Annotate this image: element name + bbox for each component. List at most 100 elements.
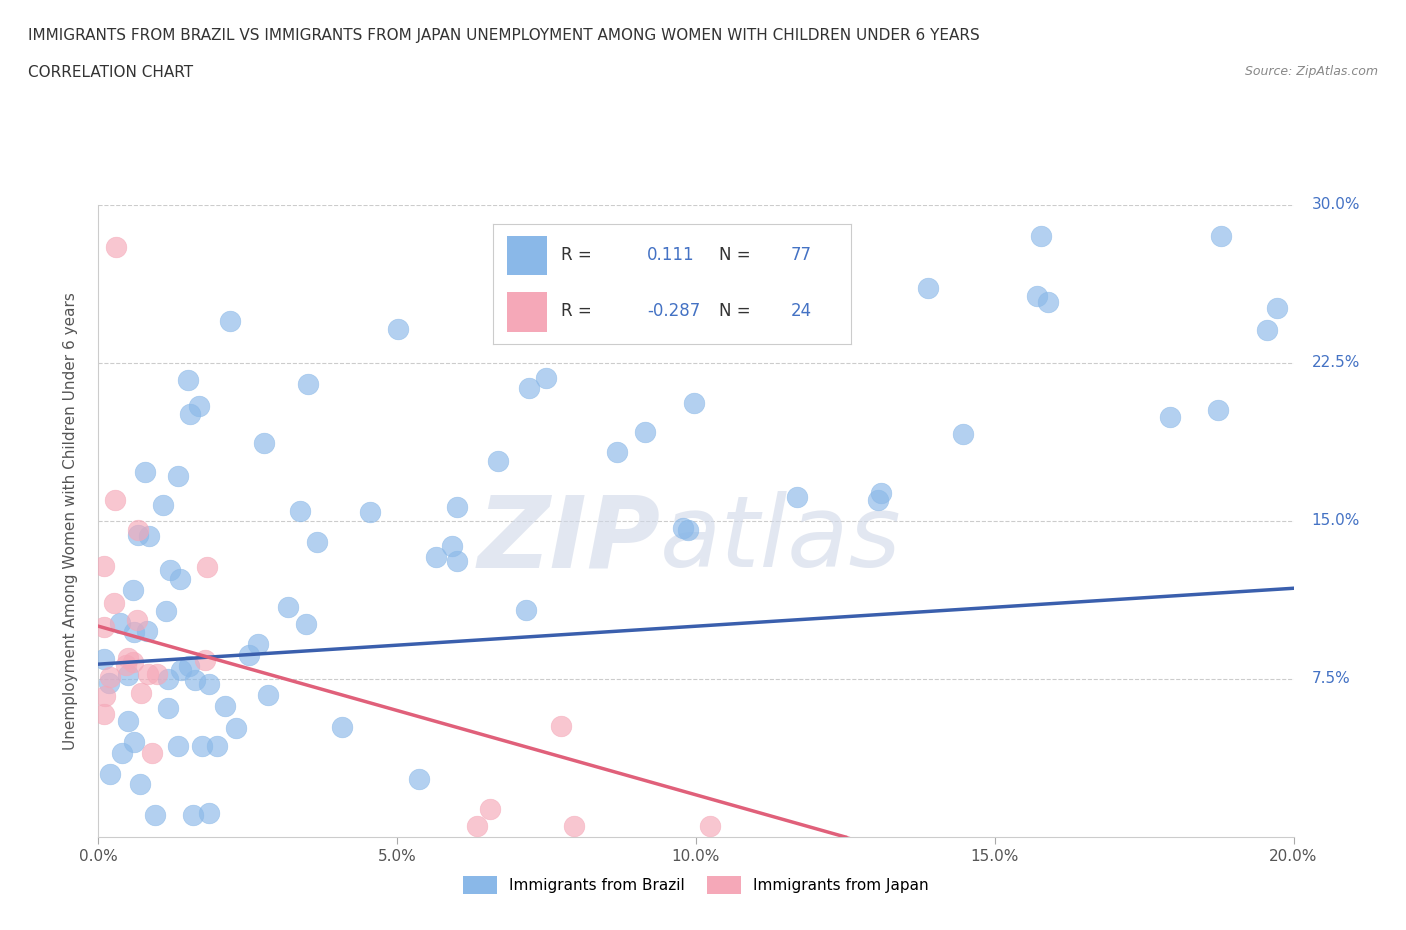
Point xyxy=(868,493,890,508)
Point xyxy=(425,550,447,565)
Point xyxy=(138,666,160,681)
Point xyxy=(152,498,174,512)
Point xyxy=(108,616,131,631)
Point xyxy=(1209,229,1232,244)
Point xyxy=(277,600,299,615)
Text: 22.5%: 22.5% xyxy=(1312,355,1360,370)
Point xyxy=(297,377,319,392)
Point xyxy=(238,647,260,662)
Point xyxy=(104,492,127,507)
Point xyxy=(129,685,152,700)
Point xyxy=(257,688,280,703)
Point xyxy=(117,668,139,683)
Point xyxy=(191,738,214,753)
Point xyxy=(124,624,146,639)
Point xyxy=(170,662,193,677)
Point xyxy=(93,619,115,634)
Point xyxy=(111,745,134,760)
Point xyxy=(252,436,274,451)
Point xyxy=(1031,229,1053,244)
Point xyxy=(465,819,488,834)
Point xyxy=(1025,289,1047,304)
Point xyxy=(247,637,270,652)
Text: ZIP: ZIP xyxy=(477,491,661,589)
Point xyxy=(135,623,157,638)
Text: Source: ZipAtlas.com: Source: ZipAtlas.com xyxy=(1244,65,1378,78)
Point xyxy=(678,523,700,538)
Point xyxy=(446,553,468,568)
Point xyxy=(93,652,115,667)
Point xyxy=(478,802,501,817)
Point xyxy=(634,424,657,439)
Point xyxy=(127,527,149,542)
Point xyxy=(205,738,228,753)
Y-axis label: Unemployment Among Women with Children Under 6 years: Unemployment Among Women with Children U… xyxy=(63,292,77,750)
Point xyxy=(181,808,204,823)
Point xyxy=(156,671,179,686)
Point xyxy=(117,713,139,728)
Point xyxy=(97,675,120,690)
Point xyxy=(121,655,143,670)
Point xyxy=(125,612,148,627)
Point xyxy=(214,698,236,713)
Point xyxy=(536,370,558,385)
Point xyxy=(1256,323,1278,338)
Point xyxy=(93,707,115,722)
Point xyxy=(952,427,974,442)
Point xyxy=(98,670,121,684)
Point xyxy=(486,453,509,468)
Point xyxy=(138,528,160,543)
Point xyxy=(141,745,163,760)
Point xyxy=(1206,403,1229,418)
Point xyxy=(446,499,468,514)
Point xyxy=(121,582,143,597)
Point xyxy=(515,603,537,618)
Point xyxy=(330,720,353,735)
Point xyxy=(1265,300,1288,315)
Point xyxy=(198,805,221,820)
Point xyxy=(359,504,381,519)
Point xyxy=(177,373,200,388)
Text: 30.0%: 30.0% xyxy=(1312,197,1360,212)
Point xyxy=(184,672,207,687)
Point xyxy=(870,485,893,500)
Point xyxy=(387,322,409,337)
Text: IMMIGRANTS FROM BRAZIL VS IMMIGRANTS FROM JAPAN UNEMPLOYMENT AMONG WOMEN WITH CH: IMMIGRANTS FROM BRAZIL VS IMMIGRANTS FRO… xyxy=(28,28,980,43)
Point xyxy=(98,766,122,781)
Point xyxy=(672,521,695,536)
Point xyxy=(290,504,312,519)
Point xyxy=(562,818,585,833)
Point xyxy=(105,239,128,254)
Text: 15.0%: 15.0% xyxy=(1312,513,1360,528)
Point xyxy=(786,489,808,504)
Text: 7.5%: 7.5% xyxy=(1312,671,1350,686)
Point xyxy=(169,572,191,587)
Point xyxy=(146,667,169,682)
Point xyxy=(167,738,190,753)
Point xyxy=(441,538,464,553)
Point xyxy=(294,617,316,631)
Point xyxy=(1036,295,1059,310)
Point xyxy=(167,469,190,484)
Point xyxy=(550,719,572,734)
Point xyxy=(219,313,242,328)
Point xyxy=(198,677,221,692)
Point xyxy=(195,560,218,575)
Point xyxy=(129,777,152,791)
Point xyxy=(177,658,200,673)
Point xyxy=(115,658,138,673)
Point xyxy=(408,772,430,787)
Point xyxy=(517,380,540,395)
Point xyxy=(225,721,247,736)
Point xyxy=(94,688,117,703)
Point xyxy=(179,406,201,421)
Point xyxy=(117,650,139,665)
Point xyxy=(194,653,217,668)
Point xyxy=(917,280,939,295)
Point xyxy=(156,700,179,715)
Point xyxy=(188,399,211,414)
Point xyxy=(134,464,156,479)
Point xyxy=(307,535,329,550)
Point xyxy=(159,563,181,578)
Point xyxy=(124,735,146,750)
